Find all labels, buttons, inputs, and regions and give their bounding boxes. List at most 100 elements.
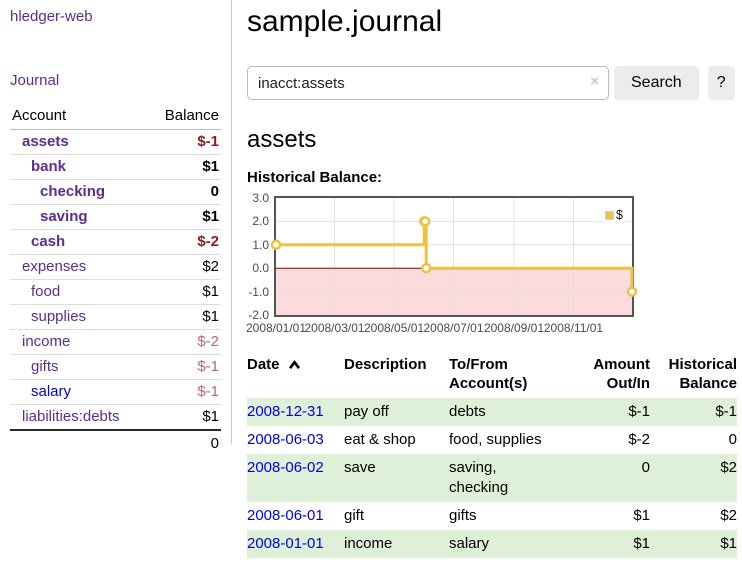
y-axis-tick-label: -1.0 [248,284,269,299]
legend-swatch-icon [605,210,615,220]
sort-ascending-icon [284,357,301,374]
x-axis-tick-label: 2008/09/01 [483,321,544,335]
sidebar-account-balance: $2 [147,254,221,280]
sidebar-account-link[interactable]: checking [40,183,106,200]
register-balance: $2 [720,459,737,476]
sidebar-account-row: cash $-2 [10,229,221,255]
sidebar-account-link[interactable]: saving [40,208,88,225]
search-form: × Search ? [247,66,737,100]
register-amount: $-1 [628,403,650,420]
sidebar-account-balance: $-1 [147,129,221,155]
accounts-column-header: Account [10,105,148,130]
sidebar-account-balance: $1 [147,304,221,330]
y-axis-tick-label: 2.0 [252,214,269,229]
chart-legend: $ [603,207,625,223]
sidebar-account-link[interactable]: expenses [22,258,87,275]
register-header-description: Description [344,356,427,373]
sidebar-account-row: bank $1 [10,154,221,180]
register-row: 2008-01-01 income salary $1 $1 [247,530,737,558]
y-axis-tick-label: 3.0 [252,191,269,205]
register-accounts: food, supplies [449,431,542,448]
register-amount: $1 [633,535,650,552]
accounts-total-row: 0 [10,429,221,457]
data-point-marker [626,286,638,297]
sidebar-account-balance: 0 [147,179,221,205]
sidebar-account-balance: $-2 [147,329,221,355]
sidebar-account-row: expenses $2 [10,254,221,280]
register-balance: $-1 [715,403,737,420]
sidebar-account-link[interactable]: food [31,283,61,300]
sidebar-account-balance: $-2 [147,229,221,255]
register-header-amount: Amount Out/In [593,356,650,392]
register-accounts: saving, checking [449,459,509,496]
sidebar-accounts-table: Account Balance assets $-1 bank $1 checking 0… [10,105,221,457]
register-row: 2008-06-01 gift gifts $1 $2 [247,502,737,530]
sidebar-account-row: income $-2 [10,329,221,355]
sidebar-account-balance: $1 [147,279,221,305]
register-header-date[interactable]: Date [247,353,344,398]
sidebar-account-link[interactable]: salary [31,383,72,400]
sidebar-account-link[interactable]: gifts [31,358,59,375]
x-axis-tick-label: 2008/11/01 [543,321,604,335]
account-title: assets [247,126,317,153]
sidebar-account-link[interactable]: income [22,333,71,350]
register-amount: $-2 [628,431,650,448]
data-point-marker [419,216,431,227]
clear-search-icon[interactable]: × [590,73,599,90]
register-balance: $2 [720,507,737,524]
sidebar-account-row: gifts $-1 [10,354,221,380]
register-balance: 0 [728,431,737,448]
chart-label: Historical Balance: [247,169,383,186]
x-axis-tick-label: 2008/01/01 [245,321,307,335]
register-balance: $1 [720,535,737,552]
x-axis-tick-label: 2008/03/01 [304,321,365,335]
sidebar-account-balance: $1 [147,154,221,180]
help-button[interactable]: ? [707,66,735,100]
register-date-link[interactable]: 2008-06-03 [247,431,324,448]
register-header-balance: Historical Balance [668,356,737,392]
sidebar-account-link[interactable]: assets [22,133,69,150]
sidebar-account-balance: $-1 [147,354,221,380]
sidebar-account-row: assets $-1 [10,129,221,155]
register-date-link[interactable]: 2008-12-31 [247,403,324,420]
sidebar-account-balance: $1 [202,408,219,425]
register-description: pay off [344,403,389,420]
register-amount: $1 [633,507,650,524]
register-row: 2008-06-03 eat & shop food, supplies $-2 0 [247,426,737,454]
register-amount: 0 [641,459,650,476]
data-point-marker [420,262,432,274]
brand-link[interactable]: hledger-web [10,8,93,25]
sidebar: hledger-web Journal Account Balance asse… [0,0,232,457]
sidebar-account-row: saving $1 [10,204,221,230]
register-date-link[interactable]: 2008-06-02 [247,459,324,476]
sidebar-account-link[interactable]: cash [31,233,66,250]
x-axis-tick-label: 2008/05/01 [363,321,425,335]
register-date-link[interactable]: 2008-01-01 [247,535,324,552]
sidebar-item-journal[interactable]: Journal [10,72,60,89]
sidebar-account-balance: $1 [147,204,221,230]
balance-column-header: Balance [147,105,221,130]
sidebar-account-row: liabilities:debts $1 [10,405,221,431]
sidebar-account-link[interactable]: liabilities:debts [22,408,120,425]
register-row: 2008-12-31 pay off debts $-1 $-1 [247,398,737,426]
register-accounts: gifts [449,507,477,524]
y-axis-tick-label: 0.0 [252,261,269,276]
search-button[interactable]: Search [614,66,699,100]
register-date-link[interactable]: 2008-06-01 [247,507,324,524]
chart-plot-area: $ [270,196,638,317]
main-content: sample.journal × Search ? assets Histori… [245,0,737,558]
sidebar-account-link[interactable]: bank [31,158,67,175]
register-row: 2008-06-02 save saving, checking 0 $2 [247,454,737,502]
x-axis-tick-label: 2008/07/01 [423,321,484,335]
y-axis-tick-label: -2.0 [248,308,269,322]
sidebar-account-link[interactable]: supplies [31,308,87,325]
register-description: income [344,535,393,552]
register-header-accounts: To/From Account(s) [449,356,528,392]
sidebar-account-row: checking 0 [10,179,221,205]
search-input[interactable] [247,66,609,100]
chart-canvas [270,198,638,315]
data-point-marker [270,239,282,251]
y-axis-tick-label: 1.0 [252,237,269,252]
register-description: gift [344,507,365,524]
sidebar-account-balance: $-1 [147,379,221,405]
